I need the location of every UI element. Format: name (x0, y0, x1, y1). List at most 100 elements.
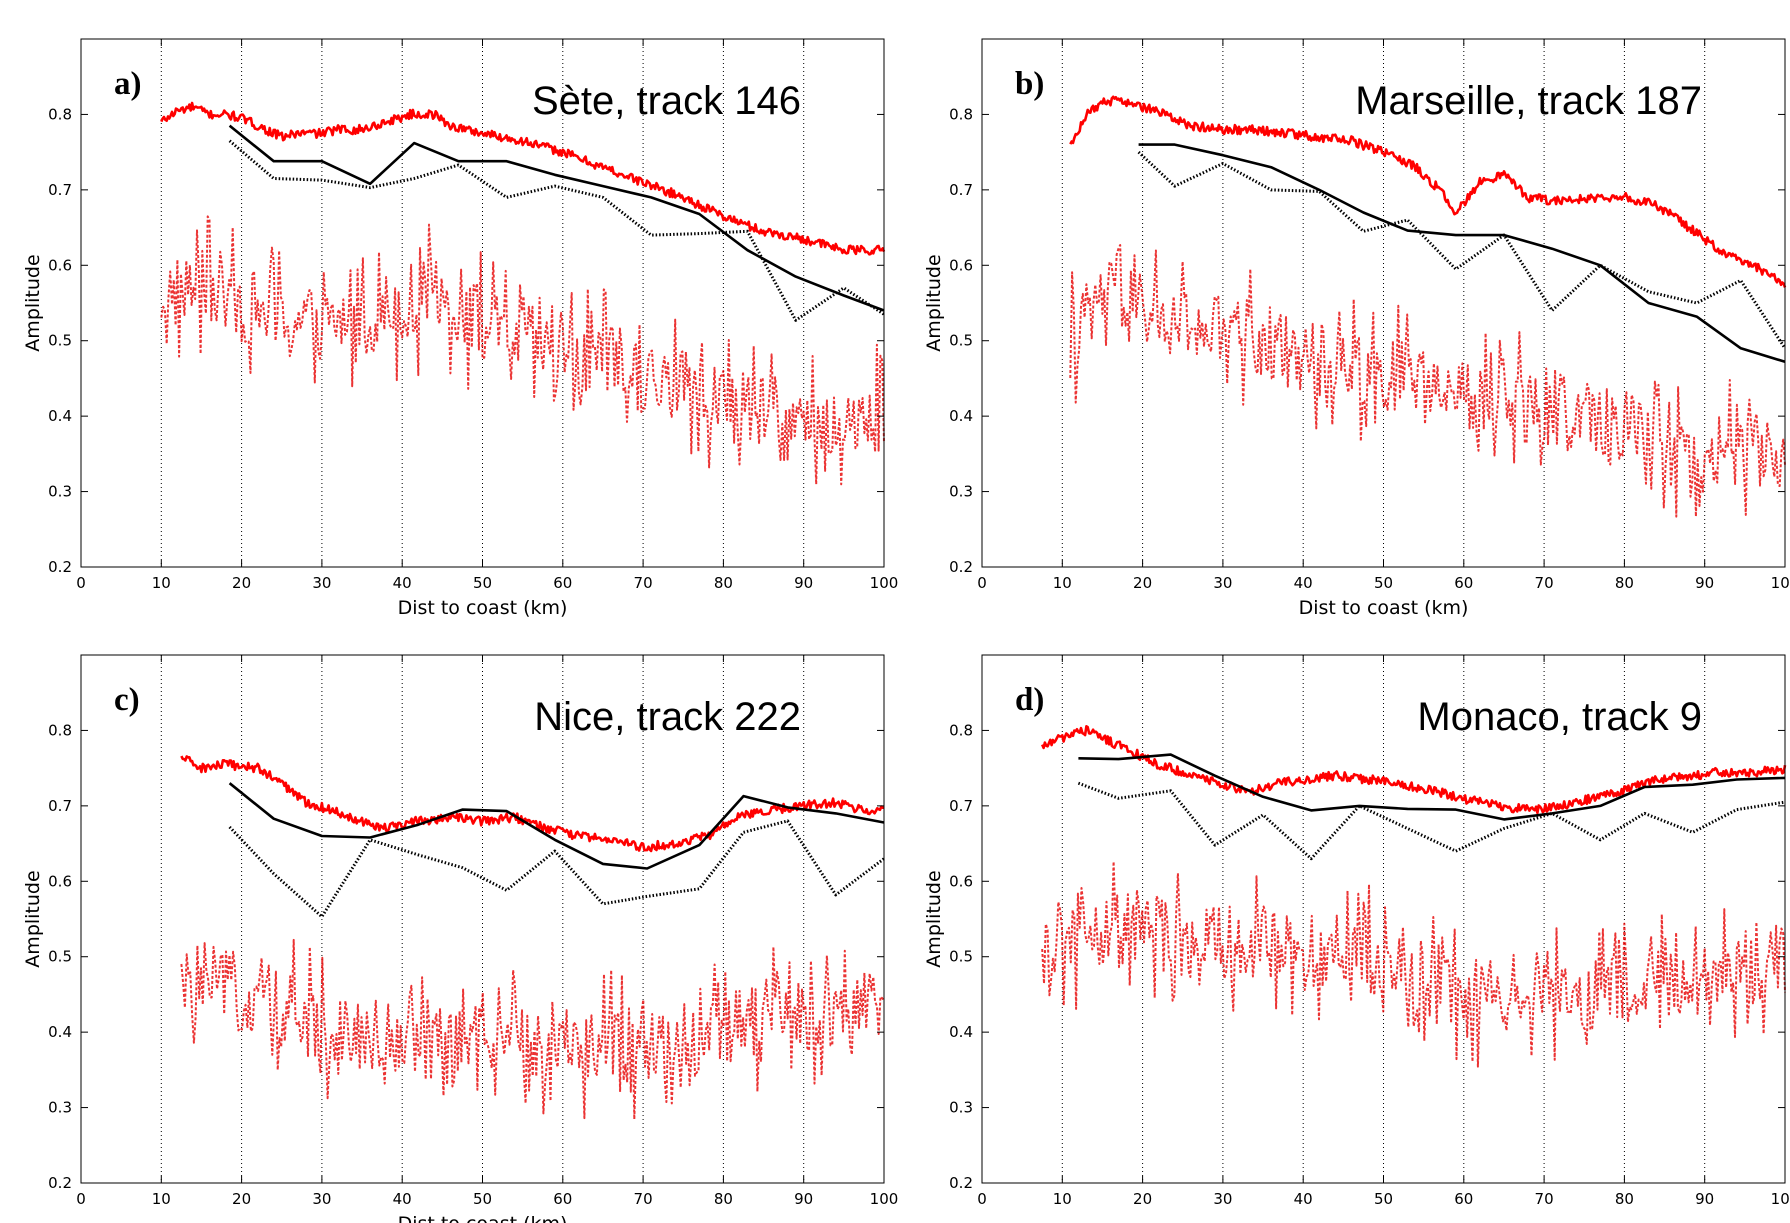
x-tick-label: 80 (714, 1190, 733, 1208)
x-tick-label: 100 (870, 1190, 899, 1208)
panel-label: c) (114, 682, 140, 718)
x-tick-label: 50 (473, 1190, 492, 1208)
series-red-dashed-noisy (180, 938, 885, 1121)
x-tick-label: 60 (1454, 574, 1473, 592)
series-red-dashed-noisy (160, 215, 885, 486)
x-tick-label: 60 (553, 1190, 572, 1208)
y-tick-label: 0.7 (949, 797, 973, 815)
chart-panel-1: 0 10 20 30 40 50 60 70 80 90 100 0.2 0.3 0.4 0.5 0.6 0.7… (22, 38, 899, 619)
x-tick-label: 100 (1771, 1190, 1790, 1208)
x-axis-label: Dist to coast (km) (398, 597, 568, 619)
x-tick-label: 50 (1374, 574, 1393, 592)
series-red-solid (1069, 95, 1787, 288)
x-tick-label: 20 (232, 1190, 251, 1208)
y-tick-label: 0.6 (949, 872, 973, 890)
y-tick-label: 0.4 (949, 1023, 973, 1041)
x-tick-label: 60 (1454, 1190, 1473, 1208)
x-tick-label: 90 (794, 574, 813, 592)
y-tick-label: 0.2 (48, 558, 72, 576)
x-tick-label: 40 (393, 574, 412, 592)
series-black-dotted (228, 819, 885, 919)
x-tick-label: 60 (553, 574, 572, 592)
y-tick-label: 0.7 (48, 797, 72, 815)
y-tick-label: 0.2 (48, 1174, 72, 1192)
y-axis-label: Amplitude (22, 870, 44, 967)
x-tick-label: 50 (1374, 1190, 1393, 1208)
panel-title: Nice, track 222 (534, 695, 801, 739)
y-tick-label: 0.6 (949, 256, 973, 274)
y-tick-label: 0.5 (48, 332, 72, 350)
chart-panel-2: 0 10 20 30 40 50 60 70 80 90 100 0.2 0.3 0.4 0.5 0.6 0.7… (923, 38, 1790, 619)
y-tick-label: 0.6 (48, 872, 72, 890)
x-tick-label: 40 (393, 1190, 412, 1208)
y-tick-label: 0.2 (949, 558, 973, 576)
y-tick-label: 0.3 (48, 483, 72, 501)
y-axis-label: Amplitude (923, 870, 945, 967)
y-tick-label: 0.5 (949, 332, 973, 350)
x-tick-label: 70 (1535, 574, 1554, 592)
series-red-solid (180, 755, 885, 853)
panel-label: a) (114, 66, 142, 102)
series-black-solid (1138, 143, 1786, 364)
x-tick-label: 20 (1133, 1190, 1152, 1208)
x-axis-label: Dist to coast (km) (398, 1213, 568, 1223)
x-tick-label: 80 (1615, 574, 1634, 592)
x-tick-label: 10 (152, 1190, 171, 1208)
y-tick-label: 0.8 (48, 105, 72, 123)
y-tick-label: 0.6 (48, 256, 72, 274)
x-tick-label: 0 (977, 574, 987, 592)
x-tick-label: 70 (1535, 1190, 1554, 1208)
x-tick-label: 40 (1294, 574, 1313, 592)
y-tick-label: 0.7 (48, 181, 72, 199)
x-tick-label: 20 (1133, 574, 1152, 592)
x-tick-label: 80 (714, 574, 733, 592)
y-tick-label: 0.4 (48, 1023, 72, 1041)
y-tick-label: 0.3 (48, 1099, 72, 1117)
series-black-dotted (228, 139, 885, 322)
x-tick-label: 80 (1615, 1190, 1634, 1208)
panel-title: Marseille, track 187 (1355, 79, 1702, 123)
x-tick-label: 20 (232, 574, 251, 592)
x-tick-label: 30 (312, 1190, 331, 1208)
x-tick-label: 100 (870, 574, 899, 592)
y-axis-label: Amplitude (22, 254, 44, 351)
panel-title: Monaco, track 9 (1417, 695, 1702, 739)
x-tick-label: 100 (1771, 574, 1790, 592)
y-tick-label: 0.8 (949, 721, 973, 739)
x-tick-label: 30 (1213, 1190, 1232, 1208)
y-tick-label: 0.3 (949, 483, 973, 501)
y-axis-label: Amplitude (923, 254, 945, 351)
x-tick-label: 10 (1053, 574, 1072, 592)
panel-title: Sète, track 146 (532, 79, 801, 123)
x-tick-label: 90 (1695, 574, 1714, 592)
x-tick-label: 90 (1695, 1190, 1714, 1208)
series-black-dotted (1077, 781, 1786, 861)
y-tick-label: 0.8 (48, 721, 72, 739)
series-black-solid (228, 782, 885, 870)
series-black-solid (1078, 753, 1786, 821)
x-tick-label: 0 (76, 574, 86, 592)
x-tick-label: 40 (1294, 1190, 1313, 1208)
x-tick-label: 10 (1053, 1190, 1072, 1208)
series-red-dashed-noisy (1069, 244, 1786, 518)
x-tick-label: 70 (634, 1190, 653, 1208)
x-tick-label: 30 (1213, 574, 1232, 592)
x-tick-label: 30 (312, 574, 331, 592)
x-tick-label: 70 (634, 574, 653, 592)
x-tick-label: 0 (76, 1190, 86, 1208)
x-tick-label: 0 (977, 1190, 987, 1208)
y-tick-label: 0.4 (48, 407, 72, 425)
x-tick-label: 90 (794, 1190, 813, 1208)
series-red-dashed-noisy (1041, 860, 1786, 1068)
y-tick-label: 0.5 (48, 948, 72, 966)
series-red-solid (160, 101, 886, 256)
series-black-solid (228, 124, 885, 312)
panel-label: d) (1015, 682, 1044, 718)
y-tick-label: 0.2 (949, 1174, 973, 1192)
x-tick-label: 10 (152, 574, 171, 592)
y-tick-label: 0.8 (949, 105, 973, 123)
x-tick-label: 50 (473, 574, 492, 592)
y-tick-label: 0.4 (949, 407, 973, 425)
panel-label: b) (1015, 66, 1044, 102)
